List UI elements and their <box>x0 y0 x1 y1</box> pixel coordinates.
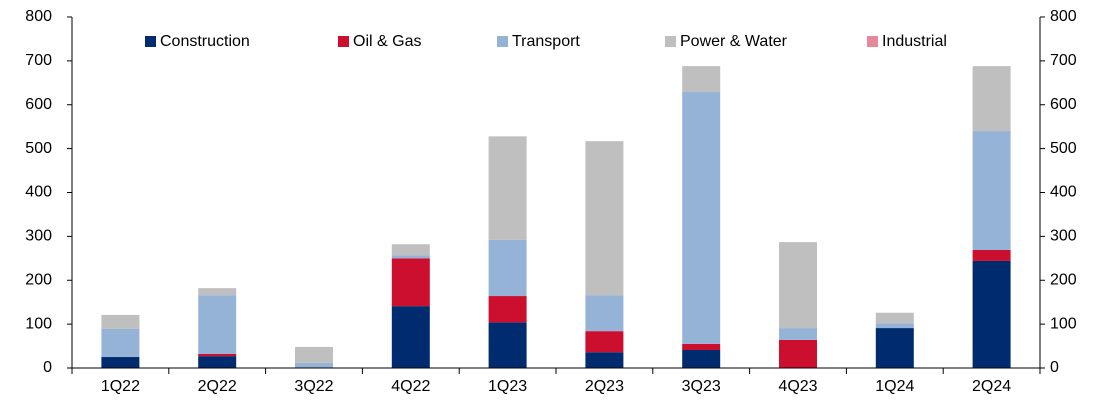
bar-segment <box>488 136 527 240</box>
y-tick-label: 600 <box>25 96 52 113</box>
y2-tick-label: 200 <box>1050 271 1077 288</box>
bar-segment <box>391 306 430 368</box>
legend-label: Construction <box>160 33 250 50</box>
bar-segment <box>198 356 237 368</box>
legend-swatch <box>665 36 676 47</box>
legend-swatch <box>497 36 508 47</box>
y-tick-label: 100 <box>25 315 52 332</box>
bar-segment <box>391 244 430 256</box>
y2-tick-label: 100 <box>1050 315 1077 332</box>
y-tick-label: 500 <box>25 140 52 157</box>
y-tick-label: 700 <box>25 52 52 69</box>
x-tick-label: 4Q22 <box>391 378 430 395</box>
y-tick-label: 200 <box>25 271 52 288</box>
y2-tick-label: 0 <box>1050 359 1059 376</box>
bar-segment <box>198 288 237 296</box>
bar-segment <box>198 295 237 354</box>
x-tick-label: 3Q23 <box>682 378 721 395</box>
x-tick-label: 2Q23 <box>585 378 624 395</box>
legend-swatch <box>145 36 156 47</box>
bar-segment <box>488 239 527 297</box>
x-tick-label: 2Q24 <box>972 378 1011 395</box>
y2-tick-label: 700 <box>1050 52 1077 69</box>
bar-segment <box>779 242 817 329</box>
bar-segment <box>875 312 914 324</box>
y2-tick-label: 800 <box>1050 8 1077 25</box>
bar-segment <box>295 362 333 368</box>
bar-segment <box>295 346 333 363</box>
bar-segment <box>779 328 817 340</box>
bar-segment <box>682 350 721 368</box>
x-tick-label: 4Q23 <box>778 378 817 395</box>
legend-swatch <box>338 36 349 47</box>
x-tick-label: 1Q23 <box>488 378 527 395</box>
bar-segment <box>585 141 624 296</box>
bar-segment <box>972 66 1011 132</box>
y-tick-label: 0 <box>43 359 52 376</box>
bar-segment <box>972 131 1011 250</box>
y2-tick-label: 500 <box>1050 140 1077 157</box>
legend-label: Oil & Gas <box>353 33 421 50</box>
bar-segment <box>585 352 624 368</box>
bar-segment <box>875 328 914 368</box>
bar-segment <box>972 249 1011 261</box>
x-tick-label: 3Q22 <box>294 378 333 395</box>
bar-segment <box>779 339 817 368</box>
bar-segment <box>391 255 430 259</box>
bar-segment <box>488 296 527 323</box>
x-tick-label: 2Q22 <box>198 378 237 395</box>
bar-segment <box>391 258 430 307</box>
y2-tick-label: 600 <box>1050 96 1077 113</box>
bar-segment <box>488 322 527 368</box>
bar-segment <box>682 66 721 93</box>
bar-segment <box>198 353 237 357</box>
legend-label: Industrial <box>882 33 947 50</box>
bar-segment <box>101 328 140 358</box>
bar-segment <box>682 343 721 351</box>
bar-segment <box>585 295 624 332</box>
legend-label: Transport <box>512 33 580 50</box>
bar-segment <box>875 323 914 329</box>
bar-segment <box>972 260 1011 368</box>
y2-tick-label: 400 <box>1050 184 1077 201</box>
x-tick-label: 1Q24 <box>875 378 914 395</box>
y2-tick-label: 300 <box>1050 228 1077 245</box>
y-tick-label: 400 <box>25 184 52 201</box>
bar-segment <box>101 314 140 329</box>
bar-segment <box>682 92 721 344</box>
bar-segment <box>101 357 140 368</box>
bar-segment <box>585 331 624 353</box>
legend-swatch <box>867 36 878 47</box>
x-tick-label: 1Q22 <box>101 378 140 395</box>
y-tick-label: 300 <box>25 228 52 245</box>
legend-label: Power & Water <box>680 33 788 50</box>
y-tick-label: 800 <box>25 8 52 25</box>
